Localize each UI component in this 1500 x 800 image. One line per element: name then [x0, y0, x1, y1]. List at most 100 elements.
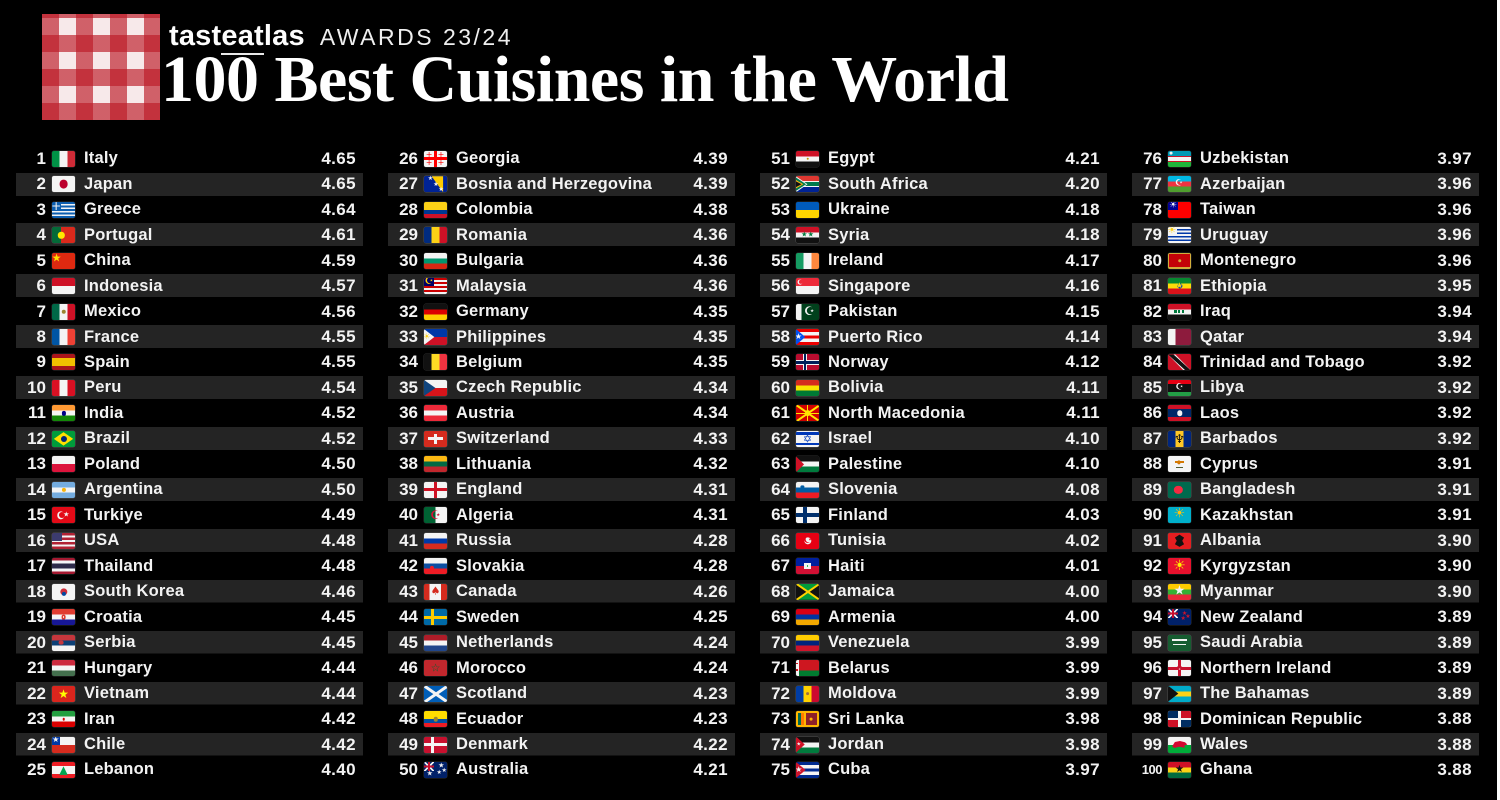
colombia-flag [424, 201, 447, 218]
rank-row: 10 Peru 4.54 [16, 375, 363, 401]
cuisine-score: 4.26 [693, 581, 728, 601]
country-name: Qatar [1200, 327, 1245, 346]
country-name: Croatia [84, 607, 143, 626]
rank-number: 100 [1141, 762, 1163, 778]
rank-row: 87 ♆ Barbados 3.92 [1132, 426, 1479, 452]
rank-row: 3 + Greece 4.64 [16, 197, 363, 222]
rank-row: 53 Ukraine 4.18 [760, 197, 1107, 222]
rank-number: 29 [399, 225, 418, 245]
rank-number: 50 [399, 759, 418, 779]
poland-flag [52, 456, 75, 473]
peru-flag [52, 379, 75, 396]
finland-flag [796, 507, 819, 524]
rank-row: 48 Ecuador 4.23 [388, 706, 735, 731]
rank-number: 54 [771, 225, 790, 245]
cuisine-score: 4.02 [1065, 530, 1100, 550]
slovenia-flag [796, 481, 819, 498]
taiwan-flag: ☀ [1168, 201, 1191, 218]
cuisine-score: 4.49 [321, 505, 356, 525]
rank-row: 91 Albania 3.90 [1132, 528, 1479, 554]
serbia-flag [52, 634, 75, 651]
cuisine-score: 3.98 [1065, 734, 1100, 754]
country-name: Sri Lanka [828, 709, 905, 728]
country-name: Thailand [84, 556, 154, 575]
rank-number: 34 [399, 352, 418, 372]
rank-number: 98 [1143, 709, 1162, 729]
chile-flag: ★ [52, 736, 75, 753]
rank-number: 94 [1143, 607, 1162, 627]
rank-number: 17 [27, 556, 46, 576]
country-name: USA [84, 531, 120, 550]
brand-prefix: tast [169, 20, 222, 52]
cuisine-score: 4.55 [321, 327, 356, 347]
cuisine-score: 4.46 [321, 581, 356, 601]
rank-number: 56 [771, 276, 790, 296]
rank-number: 38 [399, 454, 418, 474]
rank-row: 86 Laos 3.92 [1132, 401, 1479, 426]
rank-number: 75 [771, 759, 790, 779]
rank-number: 22 [27, 683, 46, 703]
country-name: Wales [1200, 735, 1249, 754]
country-name: Albania [1200, 531, 1261, 550]
cuisine-score: 4.40 [321, 759, 356, 779]
rank-number: 44 [399, 607, 418, 627]
rank-row: 52 South Africa 4.20 [760, 171, 1107, 197]
rank-number: 93 [1143, 581, 1162, 601]
rank-number: 61 [771, 403, 790, 423]
cuisine-score: 4.52 [321, 428, 356, 448]
rank-row: 18 South Korea 4.46 [16, 578, 363, 605]
country-name: Germany [456, 302, 529, 321]
cuisine-score: 4.42 [321, 734, 356, 754]
cuisine-score: 3.92 [1437, 403, 1472, 423]
rank-number: 67 [771, 556, 790, 576]
england-flag [424, 481, 447, 498]
rank-row: 36 Austria 4.34 [388, 401, 735, 426]
country-name: New Zealand [1200, 607, 1304, 626]
country-name: Cuba [828, 760, 871, 779]
ghana-flag: ★ [1168, 761, 1191, 778]
cuisine-score: 4.28 [693, 530, 728, 550]
rank-row: 66 ☪ Tunisia 4.02 [760, 528, 1107, 554]
rank-number: 84 [1143, 352, 1162, 372]
rank-number: 13 [27, 454, 46, 474]
country-name: England [456, 480, 523, 499]
cuisine-score: 4.28 [693, 556, 728, 576]
ethiopia-flag: ★ [1168, 278, 1191, 295]
rank-row: 70 Venezuela 3.99 [760, 629, 1107, 656]
switzerland-flag [424, 430, 447, 447]
country-name: Belarus [828, 658, 890, 677]
country-name: Ukraine [828, 200, 890, 219]
rank-number: 4 [36, 225, 46, 245]
iran-flag [52, 711, 75, 728]
scotland-flag [424, 685, 447, 702]
country-name: Tunisia [828, 531, 886, 550]
cyprus-flag [1168, 456, 1191, 473]
country-name: Italy [84, 149, 119, 168]
mexico-flag [52, 303, 75, 320]
rank-row: 27 ★ ★ ★ Bosnia and Herzegovina 4.39 [388, 171, 735, 197]
cuisine-score: 4.15 [1065, 301, 1100, 321]
rank-row: 51 Egypt 4.21 [760, 146, 1107, 171]
country-name: Canada [456, 582, 517, 601]
rank-row: 55 Ireland 4.17 [760, 248, 1107, 273]
rank-number: 60 [771, 377, 790, 397]
syria-flag: ★ ★ [796, 227, 819, 244]
cuisine-score: 3.88 [1437, 759, 1472, 779]
rank-row: 60 Bolivia 4.11 [760, 375, 1107, 401]
turkiye-flag: ★ [52, 507, 75, 524]
cuisine-score: 3.95 [1437, 276, 1472, 296]
country-name: Iraq [1200, 302, 1232, 321]
country-name: Ethiopia [1200, 276, 1267, 295]
rank-number: 89 [1143, 479, 1162, 499]
japan-flag [52, 176, 75, 193]
france-flag [52, 329, 75, 346]
rank-number: 49 [399, 734, 418, 754]
country-name: Bolivia [828, 378, 884, 397]
country-name: Myanmar [1200, 582, 1274, 601]
austria-flag [424, 405, 447, 422]
rank-row: 45 Netherlands 4.24 [388, 629, 735, 656]
cuisine-score: 4.17 [1065, 250, 1100, 270]
cuisine-score: 3.89 [1437, 683, 1472, 703]
rank-number: 26 [399, 148, 418, 168]
